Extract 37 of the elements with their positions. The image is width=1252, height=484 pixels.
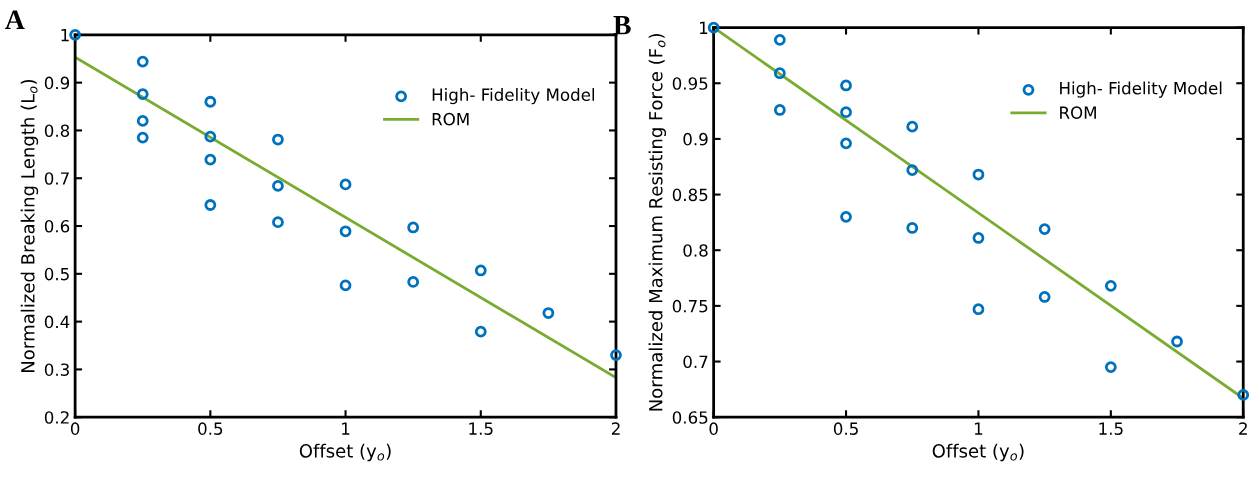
x-tick-label: 0.5 bbox=[833, 422, 858, 435]
legend-label: High- Fidelity Model bbox=[1060, 81, 1222, 98]
y-axis-title: Normalized Maximum Resisting Force (F$_{o}$) bbox=[648, 34, 667, 411]
chart-title: B bbox=[613, 16, 631, 35]
x-tick-label: 0 bbox=[709, 422, 718, 435]
y-tick-label: 0.2 bbox=[44, 411, 69, 424]
x-tick-label: 2 bbox=[611, 422, 620, 435]
x-tick-label: 0.5 bbox=[198, 422, 223, 435]
y-tick-label: 0.8 bbox=[44, 124, 70, 138]
x-tick-label: 1 bbox=[974, 422, 983, 435]
y-tick-label: 0.7 bbox=[683, 355, 708, 369]
y-tick-label: 0.7 bbox=[44, 172, 69, 185]
y-tick-label: 0.9 bbox=[683, 132, 708, 146]
legend-label: High- Fidelity Model bbox=[432, 88, 595, 105]
y-tick-label: 0.75 bbox=[672, 299, 708, 313]
x-axis-title: Offset (y$_{o}$) bbox=[932, 443, 1024, 462]
x-tick-label: 1 bbox=[342, 422, 350, 435]
x-tick-label: 2 bbox=[1239, 422, 1247, 435]
chart-title: A bbox=[5, 10, 25, 29]
legend-label: ROM bbox=[1060, 106, 1096, 119]
y-tick-label: 0.65 bbox=[672, 411, 708, 424]
x-axis-title: Offset (y$_{o}$) bbox=[299, 443, 391, 462]
x-tick-label: 1.5 bbox=[1099, 422, 1123, 435]
y-tick-label: 0.9 bbox=[44, 76, 70, 90]
y-tick-label: 0.85 bbox=[672, 188, 708, 202]
y-axis-title: Normalized Breaking Length (L$_{o}$) bbox=[20, 79, 39, 373]
y-tick-label: 0.4 bbox=[44, 315, 70, 329]
x-tick-label: 1.5 bbox=[469, 422, 493, 435]
y-tick-label: 1 bbox=[61, 29, 69, 42]
y-tick-label: 0.8 bbox=[683, 244, 708, 257]
legend-label: ROM bbox=[432, 112, 469, 126]
y-tick-label: 0.6 bbox=[44, 219, 70, 233]
x-tick-label: 0 bbox=[70, 422, 80, 435]
y-tick-label: 0.3 bbox=[44, 363, 69, 376]
y-tick-label: 0.5 bbox=[44, 267, 69, 281]
y-tick-label: 0.95 bbox=[672, 77, 708, 90]
y-tick-label: 1 bbox=[700, 21, 708, 34]
